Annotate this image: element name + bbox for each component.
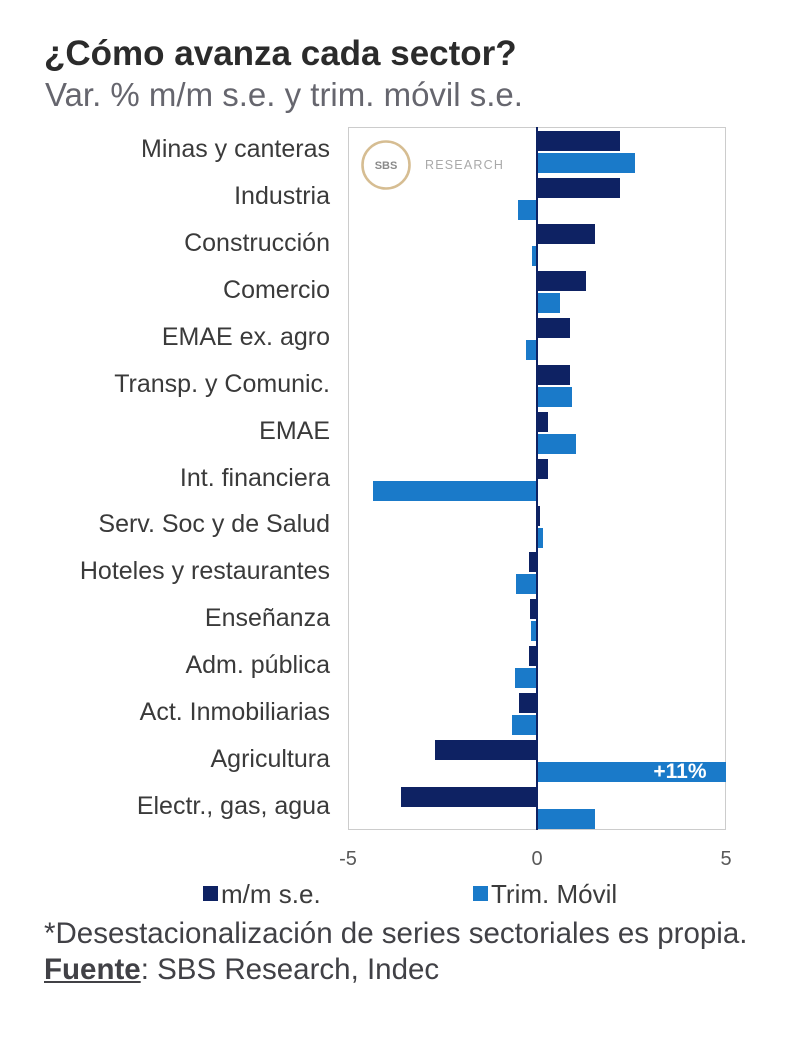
svg-text:RESEARCH: RESEARCH <box>425 158 504 172</box>
svg-text:SBS: SBS <box>375 160 398 172</box>
